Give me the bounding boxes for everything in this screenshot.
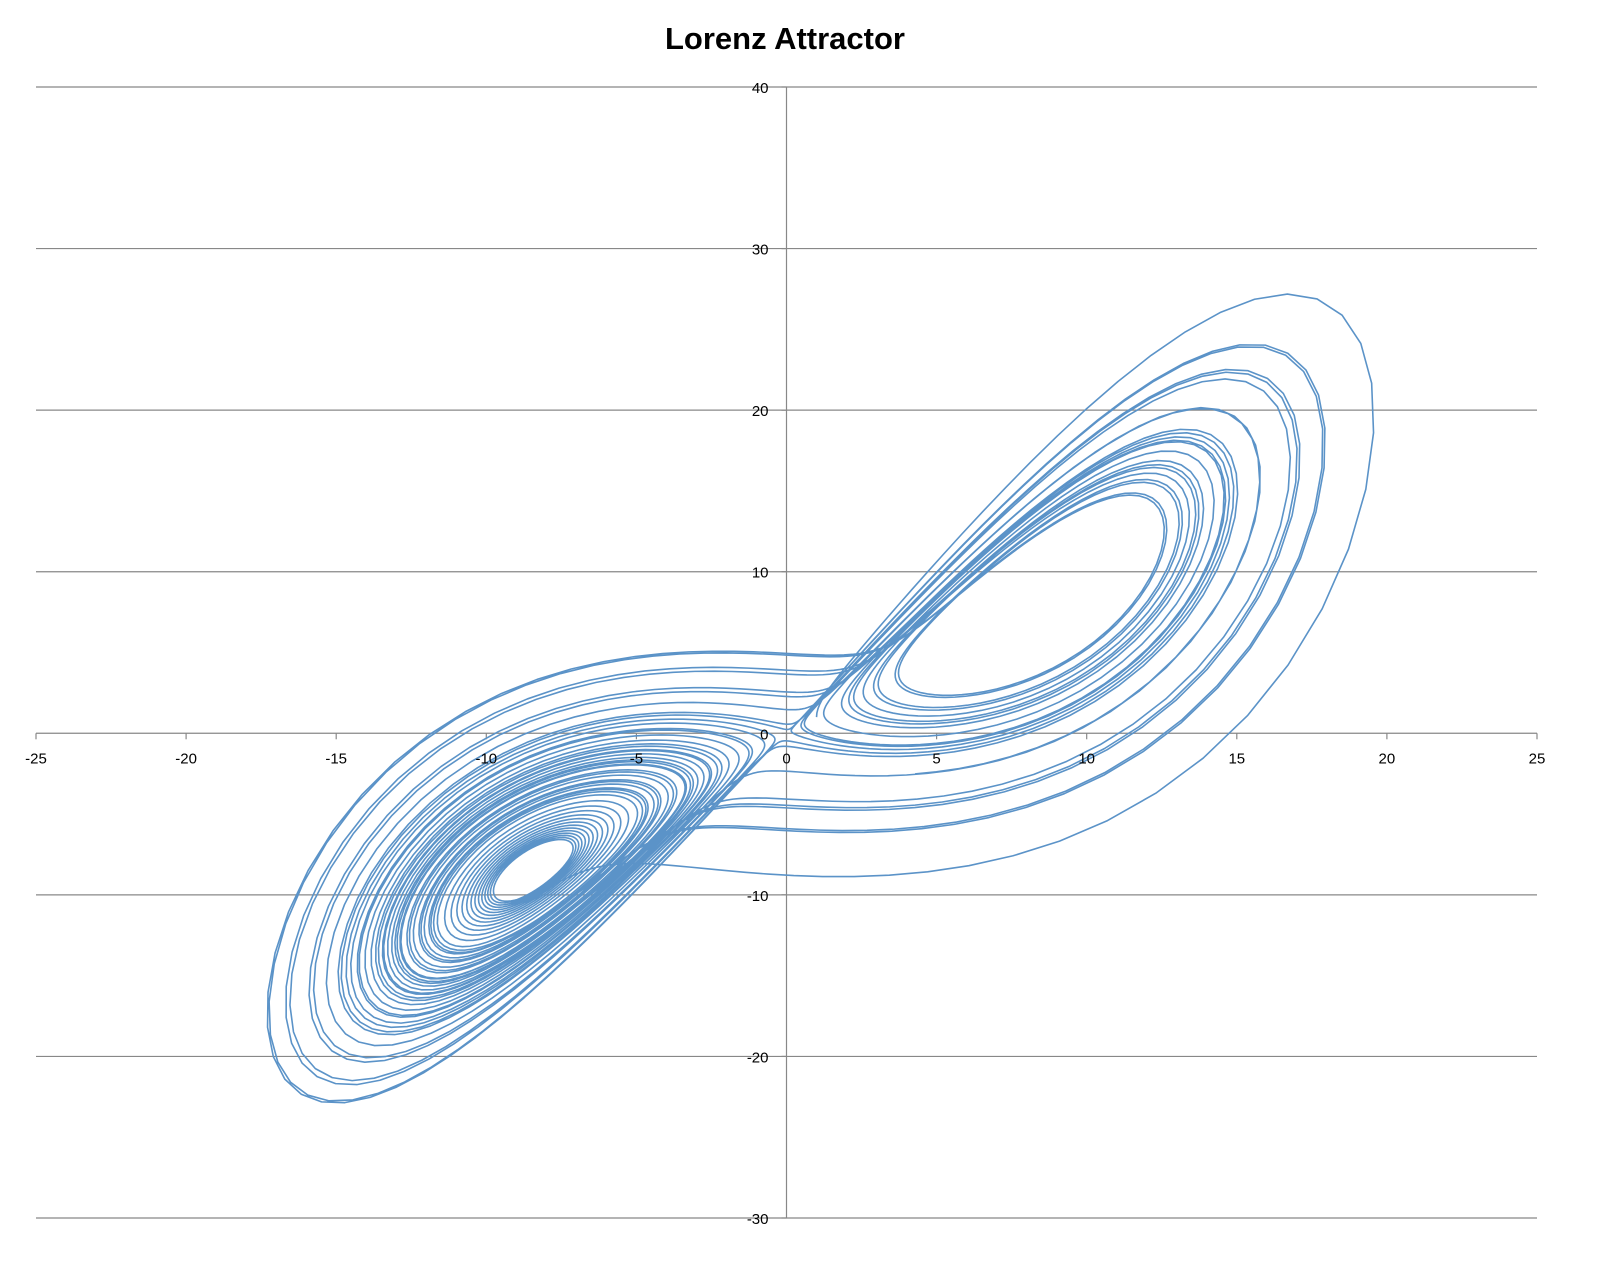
y-tick-label: -30 [747, 1211, 769, 1228]
x-tick-label: -20 [175, 750, 197, 767]
x-tick-label: -10 [475, 750, 497, 767]
axes [35, 86, 1538, 1219]
y-tick-label: 20 [752, 403, 769, 420]
y-tick-label: -20 [747, 1049, 769, 1066]
y-tick-label: 40 [752, 80, 769, 97]
chart-title: Lorenz Attractor [665, 21, 905, 56]
y-tick-label: 0 [760, 726, 768, 743]
series-layer [266, 293, 1375, 1104]
x-tick-label: 0 [782, 750, 790, 767]
x-tick-label: 5 [932, 750, 940, 767]
x-tick-label: 15 [1228, 750, 1245, 767]
x-tick-label: 10 [1078, 750, 1095, 767]
tick-labels: -25 -20 -15 -10 -5 0 5 10 15 20 25 -30 -20 -10 10 20 30 4… [25, 80, 1545, 1228]
y-tick-label: 10 [752, 565, 769, 582]
x-tick-label: -5 [630, 750, 643, 767]
x-tick-label: -25 [25, 750, 47, 767]
x-tick-label: 25 [1529, 750, 1546, 767]
x-tick-label: 20 [1379, 750, 1396, 767]
y-tick-label: -10 [747, 888, 769, 905]
y-tick-label: 30 [752, 242, 769, 259]
x-tick-label: -15 [325, 750, 347, 767]
series-line [266, 293, 1375, 1104]
